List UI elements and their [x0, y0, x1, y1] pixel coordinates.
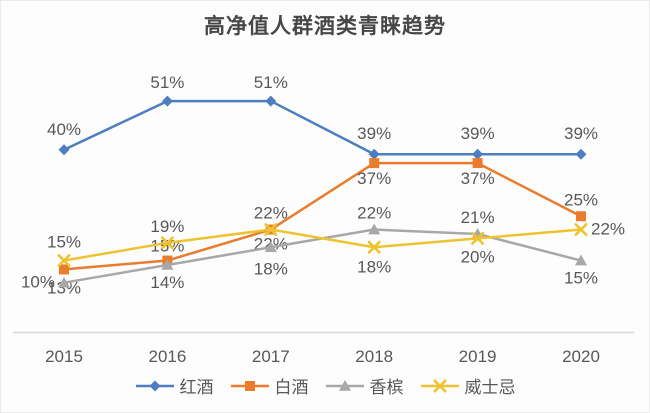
marker-baijiu-2015	[59, 264, 69, 275]
data-label-red-wine-2016: 51%	[150, 73, 184, 92]
legend-x-icon	[420, 378, 459, 392]
data-label-champagne-2016: 14%	[150, 273, 184, 292]
marker-whisky-2019	[471, 231, 485, 245]
x-tick-2017: 2017	[252, 347, 290, 366]
data-label-whisky-2015: 15%	[47, 233, 81, 252]
data-label-champagne-2020: 15%	[564, 269, 598, 288]
data-label-baijiu-2018: 37%	[357, 169, 391, 188]
marker-baijiu-2020	[576, 211, 586, 222]
data-label-red-wine-2020: 39%	[564, 124, 598, 143]
marker-whisky-2015	[57, 254, 71, 268]
data-label-red-wine-2019: 39%	[461, 124, 495, 143]
x-tick-2019: 2019	[459, 347, 497, 366]
marker-whisky-2018	[367, 240, 381, 254]
marker-whisky-2017	[264, 223, 278, 237]
marker-red-wine-2016	[161, 95, 173, 107]
legend-item-red-wine: 红酒	[135, 373, 214, 398]
data-label-champagne-2018: 22%	[357, 204, 391, 223]
marker-champagne-2015	[58, 276, 70, 288]
series-line-red-wine	[63, 99, 581, 156]
marker-red-wine-2017	[265, 95, 277, 107]
legend-label-baijiu: 白酒	[274, 378, 309, 397]
marker-whisky-2020	[574, 223, 588, 237]
data-label-baijiu-2020: 25%	[564, 190, 598, 209]
series-line-baijiu	[63, 161, 582, 271]
marker-champagne-2016	[161, 258, 174, 270]
chart-legend: 红酒 白酒 香槟 威士忌	[1, 373, 649, 398]
marker-baijiu-2019	[472, 158, 483, 169]
legend-triangle-icon	[325, 379, 364, 391]
legend-diamond-icon	[135, 380, 174, 391]
data-label-champagne-2017: 18%	[254, 259, 288, 278]
data-label-whisky-2020: 22%	[591, 220, 625, 239]
data-label-red-wine-2015: 40%	[47, 120, 81, 139]
legend-label-red-wine: 红酒	[179, 378, 214, 397]
legend-item-baijiu: 白酒	[230, 373, 309, 398]
data-label-red-wine-2017: 51%	[254, 73, 288, 92]
marker-champagne-2020	[575, 254, 587, 266]
data-label-champagne-2019: 21%	[461, 208, 495, 227]
data-label-champagne-2015: 10%	[21, 273, 55, 292]
x-tick-2016: 2016	[148, 347, 186, 366]
x-tick-2020: 2020	[562, 347, 600, 366]
data-label-whisky-2016: 19%	[150, 217, 184, 236]
legend-item-champagne: 香槟	[325, 373, 404, 398]
data-label-whisky-2018: 18%	[357, 257, 391, 276]
legend-square-icon	[230, 380, 269, 391]
data-label-red-wine-2018: 39%	[357, 124, 391, 143]
data-label-baijiu-2019: 37%	[461, 169, 495, 188]
legend-label-whisky: 威士忌	[464, 378, 516, 397]
marker-red-wine-2015	[58, 144, 70, 156]
x-tick-2018: 2018	[355, 347, 393, 366]
data-label-whisky-2019: 20%	[461, 247, 495, 266]
legend-item-whisky: 威士忌	[420, 373, 516, 398]
series-line-whisky	[63, 228, 582, 262]
x-tick-2015: 2015	[45, 347, 83, 366]
chart-title: 高净值人群酒类青睐趋势	[204, 15, 446, 38]
marker-red-wine-2020	[575, 148, 587, 160]
data-label-whisky-2017: 22%	[254, 204, 288, 223]
marker-baijiu-2018	[369, 158, 380, 169]
marker-champagne-2018	[368, 223, 381, 235]
data-label-baijiu-2015: 13%	[47, 278, 81, 297]
legend-label-champagne: 香槟	[369, 378, 404, 397]
marker-red-wine-2018	[368, 148, 380, 160]
marker-whisky-2016	[160, 236, 174, 250]
marker-champagne-2017	[264, 241, 277, 253]
marker-red-wine-2019	[472, 148, 484, 160]
